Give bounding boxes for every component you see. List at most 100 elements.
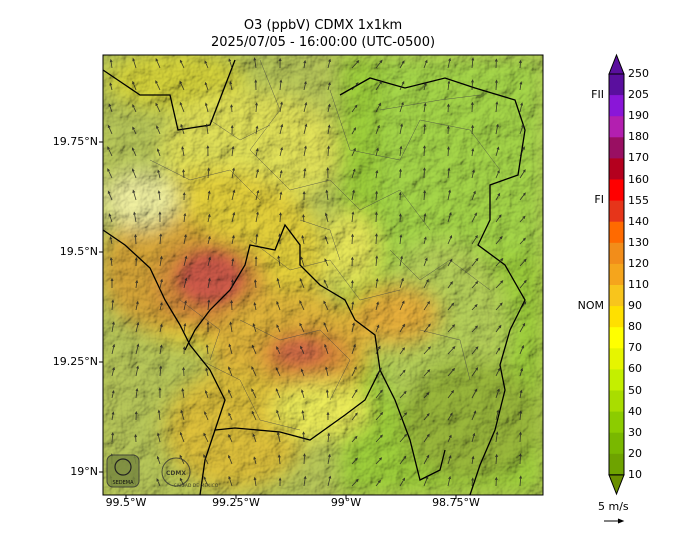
wind-arrow bbox=[399, 101, 404, 113]
wind-arrow bbox=[471, 325, 479, 333]
wind-arrow bbox=[519, 301, 527, 311]
wind-arrow bbox=[111, 366, 115, 377]
wind-arrow bbox=[324, 235, 329, 245]
wind-arrow bbox=[495, 123, 499, 135]
wind-arrow bbox=[255, 125, 259, 135]
wind-arrow bbox=[471, 303, 478, 311]
wind-arrow bbox=[471, 346, 479, 355]
wind-arrow bbox=[495, 453, 498, 465]
colorbar-segment bbox=[609, 200, 624, 223]
wind-arrow bbox=[399, 347, 406, 355]
wind-arrow bbox=[351, 301, 355, 311]
colorbar-segment bbox=[609, 432, 624, 455]
wind-arrow bbox=[351, 168, 356, 179]
wind-arrow bbox=[399, 80, 405, 91]
wind-arrow bbox=[302, 213, 305, 223]
wind-arrow bbox=[134, 433, 138, 443]
wind-arrow bbox=[351, 366, 357, 377]
wind-arrow bbox=[423, 475, 429, 487]
wind-arrow bbox=[399, 255, 403, 267]
wind-arrow bbox=[253, 57, 257, 69]
wind-arrow bbox=[423, 369, 431, 377]
wind-arrow bbox=[351, 435, 358, 443]
wind-arrow bbox=[279, 101, 283, 113]
wind-arrow bbox=[207, 277, 211, 289]
colorbar-segment bbox=[609, 327, 624, 349]
y-tick-label: 19.5°N bbox=[59, 245, 98, 258]
wind-arrow bbox=[155, 58, 161, 69]
wind-arrow bbox=[519, 279, 527, 289]
wind-arrow bbox=[471, 280, 479, 289]
wind-arrow bbox=[423, 323, 431, 333]
wind-arrow bbox=[447, 167, 451, 179]
wind-arrow bbox=[447, 189, 451, 201]
wind-arrow bbox=[180, 123, 185, 135]
wind-arrow bbox=[398, 191, 402, 201]
colorbar-tick-label: 190 bbox=[628, 109, 649, 123]
wind-arrow bbox=[111, 343, 116, 355]
wind-arrow bbox=[276, 300, 281, 311]
wind-arrow bbox=[495, 192, 501, 201]
wind-arrow bbox=[110, 277, 114, 288]
wind-arrow bbox=[131, 168, 137, 179]
wind-arrow bbox=[423, 123, 427, 135]
wind-arrow bbox=[135, 387, 139, 399]
wind-arrow bbox=[519, 215, 526, 223]
y-tick-label: 19.25°N bbox=[52, 355, 98, 368]
colorbar-ref-fi: FI bbox=[594, 193, 604, 206]
colorbar-tick-label: 80 bbox=[628, 320, 642, 334]
colorbar-tick-label: 110 bbox=[628, 278, 649, 291]
wind-arrow bbox=[423, 413, 430, 421]
wind-arrow bbox=[375, 102, 381, 113]
wind-arrow bbox=[519, 169, 526, 179]
wind-arrow bbox=[203, 476, 209, 487]
wind-arrow bbox=[229, 321, 233, 333]
wind-arrow bbox=[325, 366, 329, 377]
colorbar-segment bbox=[609, 95, 624, 117]
wind-arrow bbox=[109, 256, 113, 267]
wind-arrow bbox=[423, 278, 429, 289]
wind-arrow bbox=[276, 409, 281, 421]
colorbar-segment bbox=[609, 263, 624, 286]
wind-arrow bbox=[375, 345, 381, 355]
wind-arrow bbox=[447, 455, 452, 465]
wind-arrow bbox=[471, 455, 475, 465]
wind-arrow bbox=[519, 410, 523, 421]
wind-arrow bbox=[323, 279, 329, 289]
colorbar-tick-label: 180 bbox=[628, 130, 649, 144]
wind-arrow bbox=[471, 212, 477, 223]
wind-arrow bbox=[447, 389, 455, 399]
wind-arrow bbox=[351, 322, 355, 333]
wind-arrow bbox=[159, 365, 163, 377]
wind-arrow bbox=[375, 367, 382, 377]
wind-arrow bbox=[255, 168, 259, 179]
wind-arrow bbox=[422, 167, 426, 179]
wind-arrow bbox=[255, 211, 259, 223]
wind-arrow bbox=[447, 258, 453, 267]
wind-arrow bbox=[107, 124, 113, 135]
x-tick-label: 99°W bbox=[330, 496, 362, 509]
wind-arrow bbox=[519, 123, 524, 135]
wind-arrow bbox=[375, 169, 379, 179]
wind-arrow bbox=[375, 389, 383, 399]
wind-reference-label: 5 m/s bbox=[598, 500, 629, 513]
wind-arrow bbox=[228, 412, 233, 421]
wind-arrow bbox=[519, 237, 526, 245]
wind-arrow bbox=[351, 412, 358, 421]
wind-arrow bbox=[351, 478, 359, 487]
wind-arrow bbox=[447, 367, 455, 377]
wind-arrow bbox=[251, 410, 257, 421]
wind-arrow bbox=[231, 234, 235, 245]
wind-arrow bbox=[375, 124, 380, 135]
wind-arrow bbox=[471, 169, 475, 179]
wind-arrow bbox=[303, 475, 307, 487]
wind-arrow bbox=[205, 344, 209, 355]
wind-arrow bbox=[252, 433, 257, 443]
wind-arrow bbox=[159, 255, 163, 267]
wind-arrow bbox=[107, 190, 113, 201]
colorbar-tick-label: 130 bbox=[628, 235, 649, 249]
wind-arrow bbox=[399, 323, 405, 333]
wind-arrow bbox=[374, 211, 378, 223]
wind-arrow bbox=[183, 233, 187, 245]
wind-arrow bbox=[300, 345, 305, 355]
